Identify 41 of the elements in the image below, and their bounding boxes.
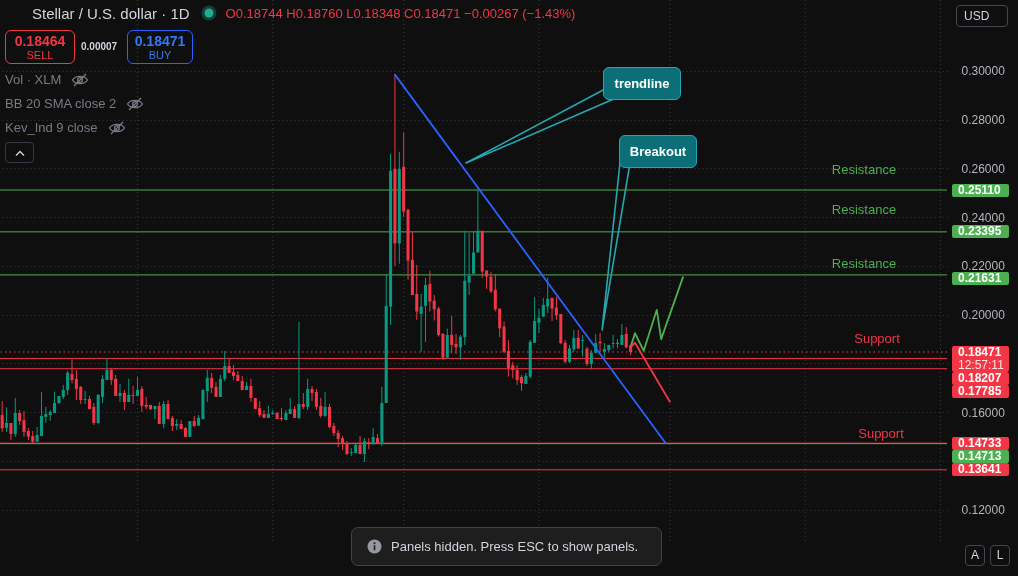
annotation: 0.00007	[81, 41, 118, 52]
chart-subtitle: O0.18744 H0.18760 L0.18348 C0.18471 −0.00267 (−1.43%)	[225, 5, 576, 21]
ref-line-label: 0.23395	[958, 224, 1009, 239]
annotation: Support	[858, 425, 904, 441]
legend-label: 0.17785	[958, 383, 1009, 398]
annotation: SELL	[25, 49, 55, 61]
legend-label: 0.18207	[958, 370, 1009, 385]
annotation: 0.18464	[13, 33, 67, 49]
y-tick-label: 0.30000	[961, 64, 1006, 79]
y-tick-label: 0.20000	[961, 308, 1006, 323]
notification-toast: Panels hidden. Press ESC to show panels.	[351, 527, 662, 566]
ref-line-label: 0.25110	[958, 182, 1009, 197]
callout-box: Breakout	[619, 135, 697, 168]
sell-button: 0.18464 SELL	[5, 30, 75, 64]
legend-label: 0.14713	[958, 448, 1009, 463]
y-tick-label: 0.12000	[961, 503, 1006, 518]
scale-button: L	[990, 545, 1010, 566]
annotation: BUY	[147, 49, 173, 61]
chart-title: Stellar / U.S. dollar · 1D	[32, 4, 190, 22]
ref-line-label: 0.13641	[958, 462, 1009, 477]
y-tick-label: 0.26000	[961, 161, 1006, 176]
ref-line-label: 0.14733	[958, 435, 1009, 450]
annotation: 0.18471	[133, 33, 187, 49]
scale-button: A	[965, 545, 985, 566]
callout-box: trendline	[603, 67, 681, 100]
y-tick-label: 0.28000	[961, 113, 1006, 128]
currency-button: USD	[956, 5, 1008, 27]
annotation: Resistance	[831, 255, 897, 271]
annotation: Panels hidden. Press ESC to show panels.	[391, 539, 639, 554]
buy-button: 0.18471 BUY	[127, 30, 193, 64]
ref-line-label: 0.21631	[958, 270, 1009, 285]
annotation: Resistance	[831, 161, 897, 177]
annotation: Vol · XLM	[5, 72, 62, 87]
annotation: Resistance	[831, 201, 897, 217]
annotation: Support	[854, 330, 900, 346]
text: 12:57:11	[952, 357, 1009, 372]
annotation: Kev_Ind 9 close	[5, 120, 98, 135]
y-tick-label: 0.24000	[961, 210, 1006, 225]
annotation: BB 20 SMA close 2	[5, 96, 117, 111]
y-tick-label: 0.16000	[961, 405, 1006, 420]
ref-line-label: 0.18471	[958, 344, 1009, 359]
